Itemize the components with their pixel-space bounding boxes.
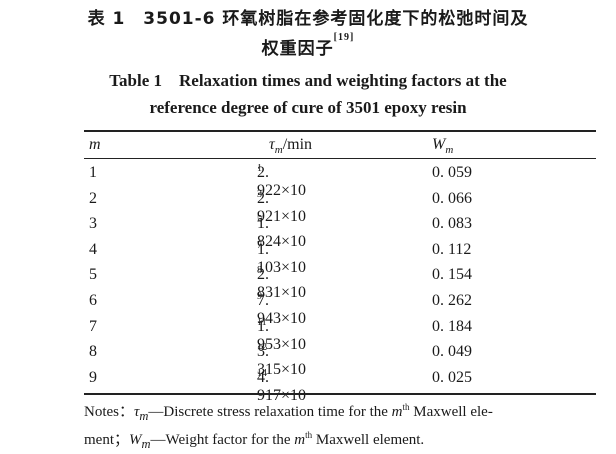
cell-m: 8 — [89, 343, 97, 361]
cell-w: 0. 049 — [432, 343, 472, 361]
table-bottom-rule — [84, 393, 596, 395]
cell-w: 0. 025 — [432, 368, 472, 386]
notes-part4: —Weight factor for the — [150, 432, 295, 448]
header-w: Wm — [432, 136, 453, 156]
notes-m1: m — [391, 404, 403, 420]
notes-m2: m — [294, 432, 306, 448]
notes-th2: th — [305, 430, 313, 440]
cell-m: 3 — [89, 215, 97, 233]
cell-tau: 1. 824×10 5 — [257, 214, 306, 250]
cell-tau: 1. 953×10 11 — [257, 316, 306, 353]
header-m: m — [89, 136, 101, 153]
cell-w: 0. 184 — [432, 317, 472, 335]
cell-tau-mantissa: 1. 824×10 — [257, 215, 307, 251]
table-title-english-line2: reference degree of cure of 3501 epoxy r… — [149, 98, 467, 117]
notes-w: W — [129, 432, 142, 448]
cell-w: 0. 112 — [432, 240, 472, 258]
notes-prefix: Notes： — [84, 404, 134, 420]
cell-tau-mantissa: 2. 922×10 — [257, 164, 307, 199]
notes-part5: Maxwell element. — [312, 432, 425, 448]
cell-tau-mantissa: 2. 831×10 — [257, 266, 307, 302]
cell-tau-exponent: 12 — [257, 342, 267, 354]
cell-w: 0. 083 — [432, 215, 472, 233]
cell-m: 7 — [89, 317, 97, 335]
cell-tau-exponent: 5 — [257, 214, 262, 226]
cell-tau-exponent: 9 — [257, 291, 262, 302]
cell-m: 2 — [89, 189, 97, 207]
table-title-chinese-line2: 权重因子[19] — [0, 32, 616, 59]
table-notes: Notes：τm—Discrete stress relaxation time… — [84, 398, 604, 454]
cell-tau-exponent: 8 — [257, 265, 262, 277]
notes-part2: Maxwell ele- — [409, 404, 493, 420]
cell-tau: 2. 921×10 3 — [257, 188, 306, 225]
table-row: 6 7. 943×10 9 0. 262 — [0, 291, 616, 327]
cell-tau: 2. 922×10 1 — [257, 163, 306, 199]
cell-tau-exponent: 7 — [257, 239, 262, 251]
table-row: 5 2. 831×10 8 0. 154 — [0, 265, 616, 301]
header-w-subscript: m — [445, 144, 454, 157]
notes-part3: ment； — [84, 432, 129, 448]
reference-citation: [19] — [333, 32, 355, 43]
table-row: 7 1. 953×10 11 0. 184 — [0, 316, 616, 353]
header-tau: τm/min — [269, 136, 312, 156]
cell-tau: 3. 315×10 12 — [257, 342, 306, 378]
cell-tau-exponent: 3 — [257, 188, 262, 200]
cell-tau: 4. 917×10 14 — [257, 367, 306, 404]
cell-tau-mantissa: 3. 315×10 — [257, 343, 307, 379]
header-w-symbol: W — [432, 136, 446, 153]
cell-tau-mantissa: 2. 921×10 — [257, 189, 307, 225]
table-title-english-line1: Table 1 Relaxation times and weighting f… — [109, 71, 507, 90]
cell-tau: 7. 943×10 9 — [257, 291, 306, 327]
table-title-chinese-line1: 表 1 3501-6 环氧树脂在参考固化度下的松弛时间及 — [87, 9, 529, 29]
cell-w: 0. 059 — [432, 164, 472, 181]
cell-w: 0. 154 — [432, 266, 472, 284]
notes-tau: τ — [134, 404, 140, 420]
cell-m: 1 — [89, 164, 97, 181]
table-row: 9 4. 917×10 14 0. 025 — [0, 367, 616, 404]
cell-w: 0. 262 — [432, 292, 472, 309]
header-tau-symbol: τ — [269, 136, 275, 153]
notes-th1: th — [402, 402, 410, 412]
cell-m: 9 — [89, 368, 97, 386]
header-tau-subscript: m — [274, 144, 283, 157]
cell-tau-exponent: 14 — [257, 367, 267, 379]
cell-tau: 1. 103×10 7 — [257, 239, 306, 276]
notes-w-sub: m — [141, 437, 151, 451]
cell-tau: 2. 831×10 8 — [257, 265, 306, 301]
table-row: 4 1. 103×10 7 0. 112 — [0, 239, 616, 276]
header-tau-unit: /min — [282, 136, 313, 153]
table-row: 1 2. 922×10 1 0. 059 — [0, 163, 616, 199]
cell-tau-mantissa: 7. 943×10 — [257, 292, 307, 327]
table-row: 8 3. 315×10 12 0. 049 — [0, 342, 616, 378]
table-top-rule — [84, 130, 596, 132]
title-cn-text: 权重因子 — [261, 39, 334, 59]
table-header-rule — [84, 158, 596, 159]
table-row: 2 2. 921×10 3 0. 066 — [0, 188, 616, 225]
cell-tau-mantissa: 1. 103×10 — [257, 240, 307, 276]
cell-m: 5 — [89, 266, 97, 284]
notes-part1: —Discrete stress relaxation time for the — [148, 404, 392, 420]
cell-w: 0. 066 — [432, 189, 472, 207]
notes-tau-sub: m — [139, 409, 149, 423]
table-row: 3 1. 824×10 5 0. 083 — [0, 214, 616, 250]
cell-tau-exponent: 11 — [257, 316, 267, 328]
cell-tau-mantissa: 1. 953×10 — [257, 317, 307, 353]
cell-m: 6 — [89, 292, 97, 309]
cell-tau-exponent: 1 — [257, 163, 262, 174]
cell-tau-mantissa: 4. 917×10 — [257, 368, 307, 404]
cell-m: 4 — [89, 240, 97, 258]
